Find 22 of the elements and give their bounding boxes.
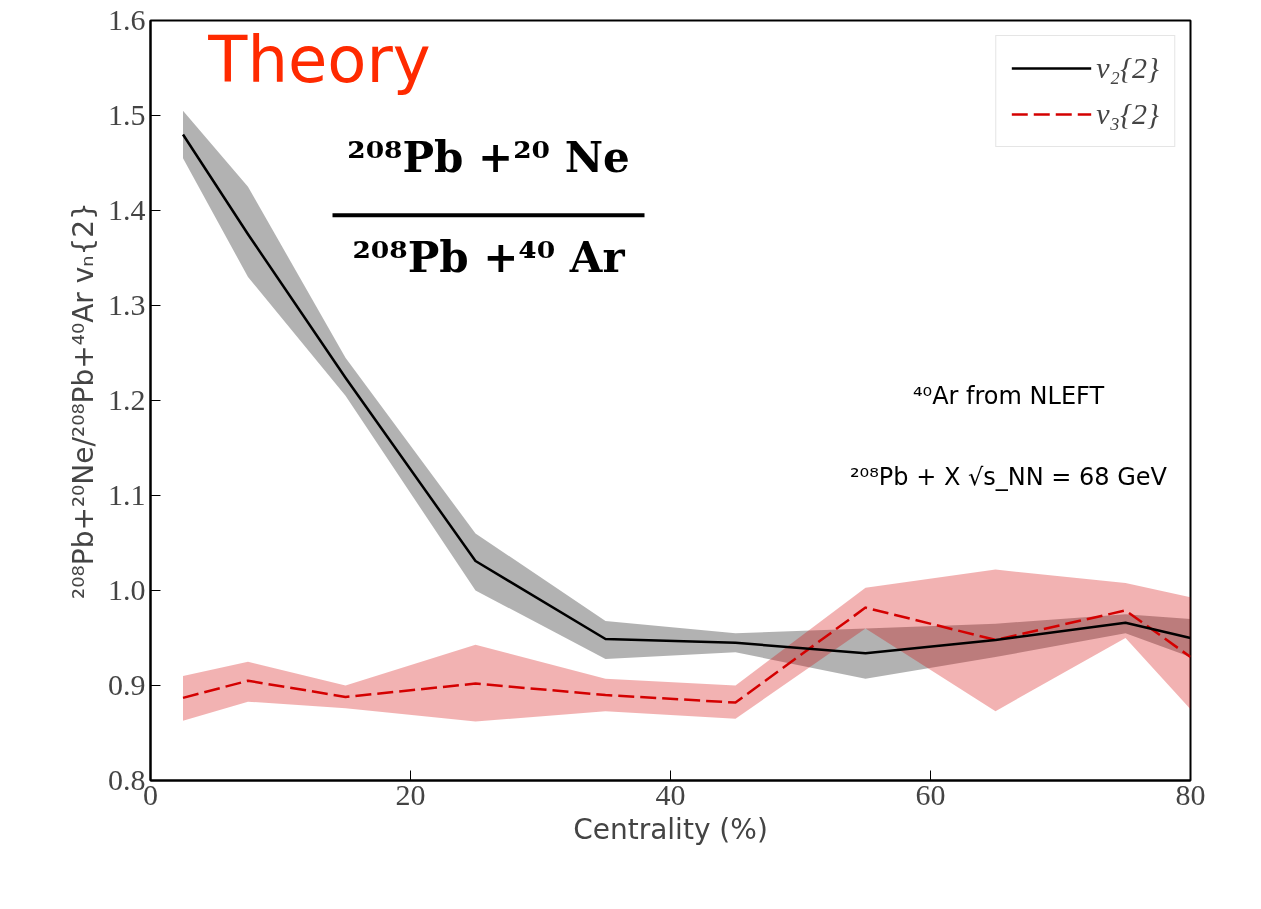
annotation: ²⁰⁸Pb + X √s_NN = 68 GeV xyxy=(849,462,1168,491)
y-tick-label: 1.2 xyxy=(108,383,146,416)
x-axis-title: Centrality (%) xyxy=(573,812,768,846)
annotation: ²⁰⁸Pb +⁴⁰ Ar xyxy=(352,232,626,282)
y-tick-label: 0.9 xyxy=(108,668,146,701)
x-tick-label: 40 xyxy=(655,777,686,811)
y-tick-label: 1.6 xyxy=(108,3,146,36)
y-tick-label: 1.5 xyxy=(108,98,146,131)
y-tick-label: 1.1 xyxy=(108,478,146,511)
line-series xyxy=(181,606,1191,704)
annotation: ²⁰⁸Pb +²⁰ Ne xyxy=(347,133,630,182)
x-tick-label: 60 xyxy=(915,777,946,811)
y-tick-label: 1.0 xyxy=(108,573,146,606)
y-axis-title: ²⁰⁸Pb+²⁰Ne/²⁰⁸Pb+⁴⁰Ar vₙ{2} xyxy=(67,202,100,599)
y-tick-label: 1.4 xyxy=(108,193,146,226)
y-tick-label: 1.3 xyxy=(108,288,146,321)
legend-label: v₃{2} xyxy=(1096,97,1159,131)
x-tick-label: 80 xyxy=(1175,777,1206,811)
annotation: ⁴⁰Ar from NLEFT xyxy=(912,382,1105,410)
annotation: Theory xyxy=(207,22,431,97)
legend-label: v₂{2} xyxy=(1096,51,1159,85)
x-tick-label: 20 xyxy=(395,777,426,811)
